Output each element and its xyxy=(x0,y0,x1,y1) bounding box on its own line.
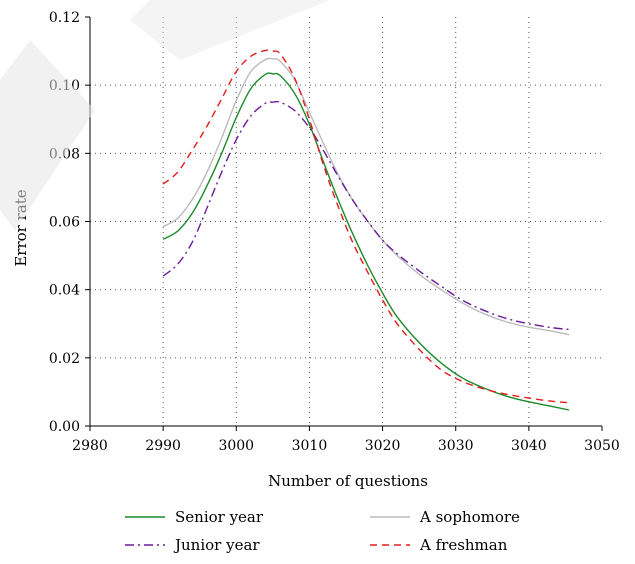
legend-label: A freshman xyxy=(419,536,508,554)
y-tick-label: 0.00 xyxy=(49,419,80,435)
series-line-a-freshman xyxy=(162,49,570,404)
x-tick-label: 2980 xyxy=(72,438,108,454)
y-axis-title: Error rate xyxy=(12,189,30,266)
legend-label: Senior year xyxy=(175,508,264,526)
y-tick-label: 0.08 xyxy=(49,146,80,162)
x-tick-label: 3030 xyxy=(438,438,474,454)
legend-label: A sophomore xyxy=(419,508,520,526)
y-tick-label: 0.06 xyxy=(49,215,80,231)
x-tick-label: 3050 xyxy=(584,438,620,454)
y-tick-label: 0.10 xyxy=(49,78,80,94)
grid xyxy=(90,17,602,426)
series-lines xyxy=(162,49,570,411)
y-tick-label: 0.04 xyxy=(49,283,80,299)
x-tick-label: 3040 xyxy=(511,438,547,454)
series-line-junior-year xyxy=(162,100,570,331)
series-line-senior-year xyxy=(162,72,570,411)
x-axis-title: Number of questions xyxy=(268,472,428,490)
legend: Senior year A sophomore Junior year A fresh… xyxy=(125,508,520,554)
axes xyxy=(85,16,603,431)
y-tick-label: 0.12 xyxy=(49,10,80,26)
series-line-a-sophomore xyxy=(162,57,570,336)
y-tick-label: 0.02 xyxy=(49,351,80,367)
legend-label: Junior year xyxy=(173,536,260,554)
x-tick-label: 3010 xyxy=(292,438,328,454)
x-tick-label: 3000 xyxy=(218,438,254,454)
x-tick-label: 3020 xyxy=(365,438,401,454)
x-tick-label: 2990 xyxy=(145,438,181,454)
tick-labels: 2980 2990 3000 3010 3020 3030 3040 3050 0.00 0.02… xyxy=(49,10,620,454)
